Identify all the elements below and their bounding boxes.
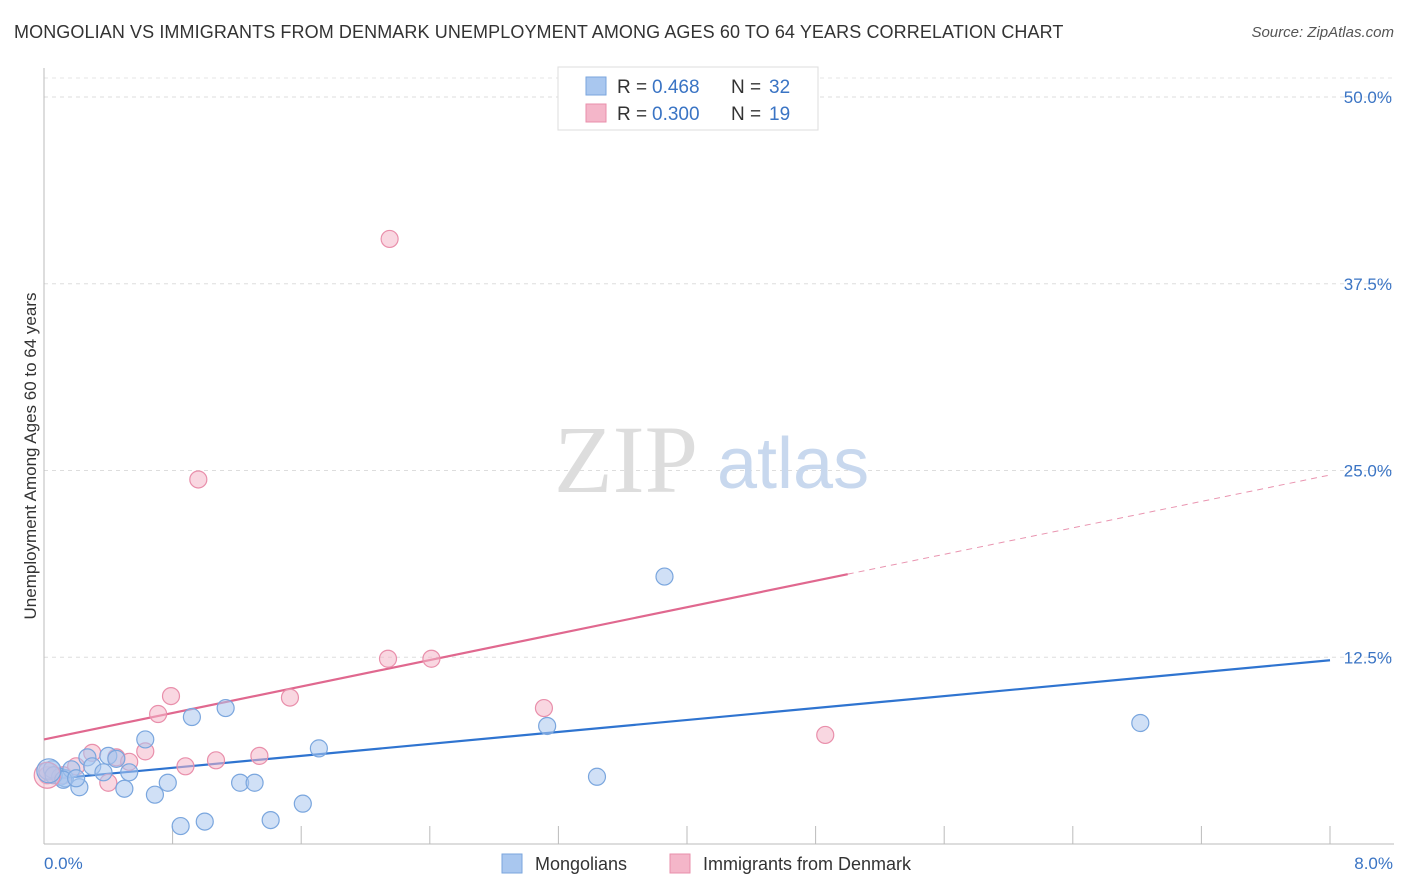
grid-lines [44,77,1394,658]
mongolian-point-25 [538,716,557,736]
legend-bottom-label-1: Immigrants from Denmark [703,854,912,874]
denmark-point-18 [534,698,554,718]
legend-top-swatch-1 [585,103,607,123]
x-tick-label-max: 8.0% [1354,854,1393,873]
denmark-point-19 [816,725,835,745]
mongolian-point-22 [261,810,280,830]
legend-top-r-label-0: R = [617,77,647,98]
trend-lines [43,474,1331,781]
legend-top-r-value-1: 0.300 [652,104,700,125]
axes [43,68,1394,845]
mongolian-point-26 [587,767,607,786]
mongolian-point-19 [216,698,235,718]
watermark: ZIP atlas [554,406,869,513]
denmark-point-11 [189,470,208,489]
legend-bottom-swatch-0 [501,853,523,874]
mongolian-point-31 [67,769,86,788]
legend-top-n-value-0: 32 [769,77,790,98]
y-tick-labels: 12.5% 25.0% 37.5% 50.0% [1344,88,1392,667]
mongolian-point-11 [115,779,134,798]
mongolian-point-28 [1131,713,1150,733]
y-tick-label-1: 25.0% [1344,462,1392,481]
watermark-zip: ZIP [554,406,698,513]
mongolian-point-17 [182,707,201,727]
legend-top-swatch-0 [585,76,607,96]
denmark-point-12 [206,751,226,770]
mongolian-point-13 [136,730,155,749]
denmark-point-16 [378,649,398,668]
denmark-point-15 [380,229,399,249]
x-tick-label-min: 0.0% [44,854,83,873]
denmark-point-9 [161,686,181,706]
denmark-point-17 [422,649,441,668]
x-tick-labels: 0.0% 8.0% [44,854,1393,873]
legend-top: R = 0.468 N = 32 R = 0.300 N = 19 [557,66,819,131]
y-tick-label-2: 37.5% [1344,275,1392,294]
mongolian-point-12 [120,763,139,782]
denmark-point-8 [149,704,168,724]
trend-line-dashed-1 [847,474,1331,575]
legend-top-n-label-1: N = [731,104,761,125]
legend-top-n-value-1: 19 [769,104,790,125]
legend-top-n-label-0: N = [731,77,761,98]
legend-top-r-label-1: R = [617,104,647,125]
mongolian-point-23 [293,794,312,813]
mongolian-point-24 [309,739,328,758]
mongolian-point-27 [655,567,674,586]
y-tick-label-0: 12.5% [1344,648,1392,667]
mongolian-point-14 [145,785,165,804]
y-axis-title: Unemployment Among Ages 60 to 64 years [21,293,40,620]
denmark-point-14 [280,688,300,707]
trend-line-solid-1 [43,573,848,741]
watermark-atlas: atlas [717,424,869,504]
mongolian-point-18 [195,812,214,831]
legend-bottom-swatch-1 [669,853,691,874]
chart-title: MONGOLIAN VS IMMIGRANTS FROM DENMARK UNE… [14,22,1064,42]
y-tick-label-3: 50.0% [1344,88,1392,107]
mongolian-point-16 [171,816,190,836]
data-points [33,229,1150,836]
legend-bottom-label-0: Mongolians [535,854,627,874]
denmark-point-10 [176,757,195,776]
mongolian-point-10 [107,749,126,768]
mongolian-point-21 [245,773,264,792]
mongolian-point-8 [94,763,113,782]
mongolian-point-15 [158,773,177,792]
mongolian-cluster-point [36,758,62,784]
legend-bottom: Mongolians Immigrants from Denmark [501,853,912,874]
denmark-point-13 [250,746,269,765]
legend-top-r-value-0: 0.468 [652,77,700,98]
source-credit: Source: ZipAtlas.com [1251,24,1394,41]
